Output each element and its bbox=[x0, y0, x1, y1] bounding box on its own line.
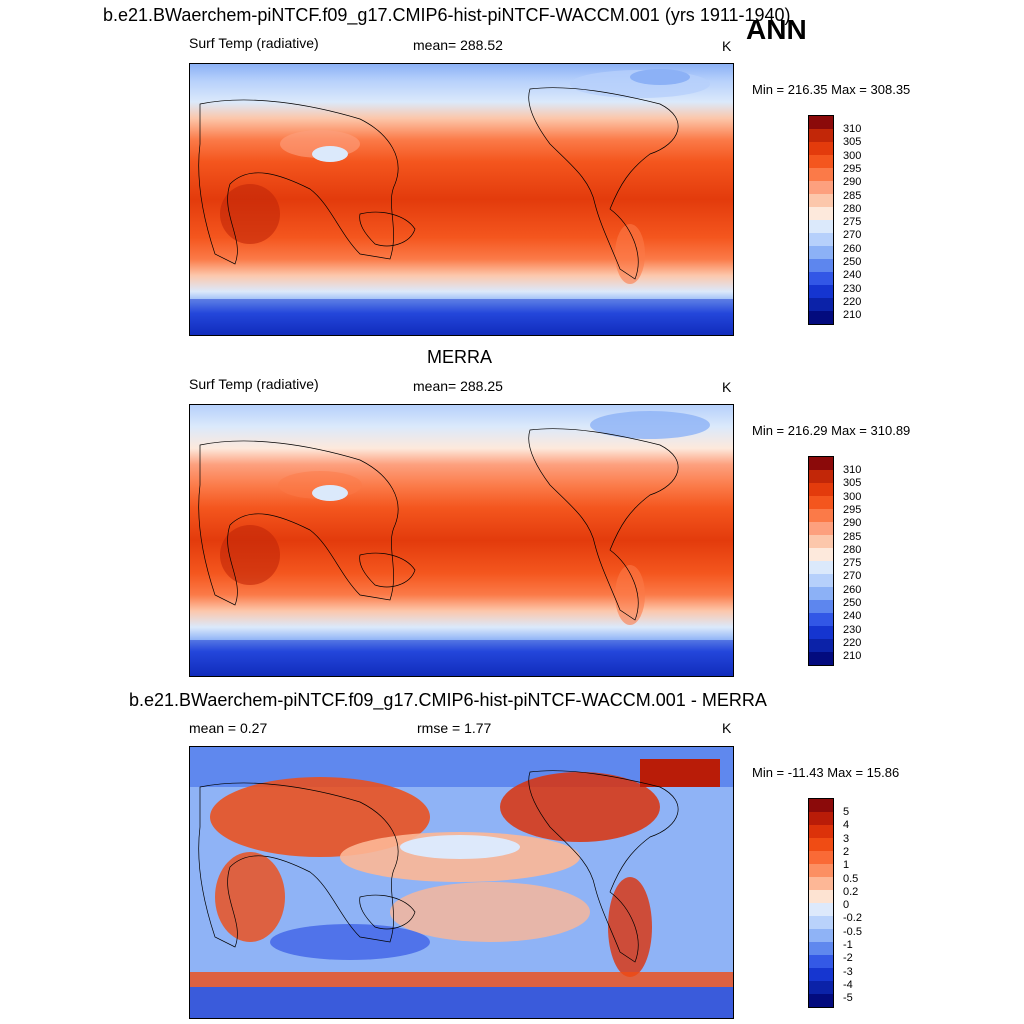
panel-1-map bbox=[189, 63, 734, 336]
panel-2-colorbar bbox=[808, 456, 834, 666]
tick-label: 250 bbox=[843, 256, 862, 268]
tick-label: 220 bbox=[843, 637, 862, 649]
panel-1-title: b.e21.BWaerchem-piNTCF.f09_g17.CMIP6-his… bbox=[103, 5, 791, 25]
tick-label: 285 bbox=[843, 190, 862, 202]
tick-label: 2 bbox=[843, 846, 850, 858]
panel-3-title: b.e21.BWaerchem-piNTCF.f09_g17.CMIP6-his… bbox=[129, 690, 767, 710]
tick-label: 240 bbox=[843, 269, 862, 281]
panel-3-units: K bbox=[722, 720, 732, 736]
tick-label: 310 bbox=[843, 123, 862, 135]
tick-label: 4 bbox=[843, 819, 850, 831]
tick-label: 230 bbox=[843, 283, 862, 295]
tick-label: 295 bbox=[843, 504, 862, 516]
tick-label: 260 bbox=[843, 243, 862, 255]
tick-label: 290 bbox=[843, 517, 862, 529]
panel-1-colorbar bbox=[808, 115, 834, 325]
panel-2-units: K bbox=[722, 379, 732, 395]
tick-label: -0.2 bbox=[843, 912, 862, 924]
panel-2-variable-label: Surf Temp (radiative) bbox=[189, 376, 319, 392]
tick-label: 290 bbox=[843, 176, 862, 188]
panel-2-mean-label: mean= 288.25 bbox=[413, 378, 503, 394]
tick-label: 3 bbox=[843, 833, 850, 845]
panel-1-range-label: Min = 216.35 Max = 308.35 bbox=[752, 82, 911, 97]
panel-3-map bbox=[189, 746, 734, 1019]
tick-label: 5 bbox=[843, 806, 850, 818]
tick-label: 305 bbox=[843, 136, 862, 148]
tick-label: -0.5 bbox=[843, 926, 862, 938]
tick-label: -5 bbox=[843, 992, 853, 1004]
panel-1-variable-label: Surf Temp (radiative) bbox=[189, 35, 319, 51]
tick-label: 220 bbox=[843, 296, 862, 308]
panel-3-heatmap bbox=[190, 747, 733, 1018]
tick-label: -3 bbox=[843, 966, 853, 978]
tick-label: 240 bbox=[843, 610, 862, 622]
tick-label: 0.5 bbox=[843, 873, 859, 885]
tick-label: 210 bbox=[843, 309, 862, 321]
panel-2-title: MERRA bbox=[427, 347, 493, 367]
tick-label: 0.2 bbox=[843, 886, 859, 898]
panel-1-units: K bbox=[722, 38, 732, 54]
tick-label: 210 bbox=[843, 650, 862, 662]
tick-label: 300 bbox=[843, 491, 862, 503]
tick-label: 250 bbox=[843, 597, 862, 609]
tick-label: 275 bbox=[843, 557, 862, 569]
panel-1-mean-label: mean= 288.52 bbox=[413, 37, 503, 53]
tick-label: 270 bbox=[843, 229, 862, 241]
tick-label: 280 bbox=[843, 544, 862, 556]
season-label: ANN bbox=[746, 14, 807, 45]
tick-label: 310 bbox=[843, 464, 862, 476]
panel-1-heatmap bbox=[190, 64, 733, 335]
tick-label: 305 bbox=[843, 477, 862, 489]
tick-label: -4 bbox=[843, 979, 853, 991]
tick-label: 275 bbox=[843, 216, 862, 228]
tick-label: 285 bbox=[843, 531, 862, 543]
tick-label: 230 bbox=[843, 624, 862, 636]
panel-3-mean-label: mean = 0.27 bbox=[189, 720, 268, 736]
tick-label: 300 bbox=[843, 150, 862, 162]
tick-label: -2 bbox=[843, 952, 853, 964]
tick-label: 1 bbox=[843, 859, 850, 871]
panel-3-colorbar bbox=[808, 798, 834, 1008]
tick-label: 0 bbox=[843, 899, 850, 911]
tick-label: 295 bbox=[843, 163, 862, 175]
tick-label: -1 bbox=[843, 939, 853, 951]
panel-2-range-label: Min = 216.29 Max = 310.89 bbox=[752, 423, 911, 438]
panel-2-map bbox=[189, 404, 734, 677]
panel-3-rmse-label: rmse = 1.77 bbox=[417, 720, 492, 736]
panel-2-heatmap bbox=[190, 405, 733, 676]
tick-label: 270 bbox=[843, 570, 862, 582]
panel-3-range-label: Min = -11.43 Max = 15.86 bbox=[752, 765, 900, 780]
tick-label: 280 bbox=[843, 203, 862, 215]
tick-label: 260 bbox=[843, 584, 862, 596]
